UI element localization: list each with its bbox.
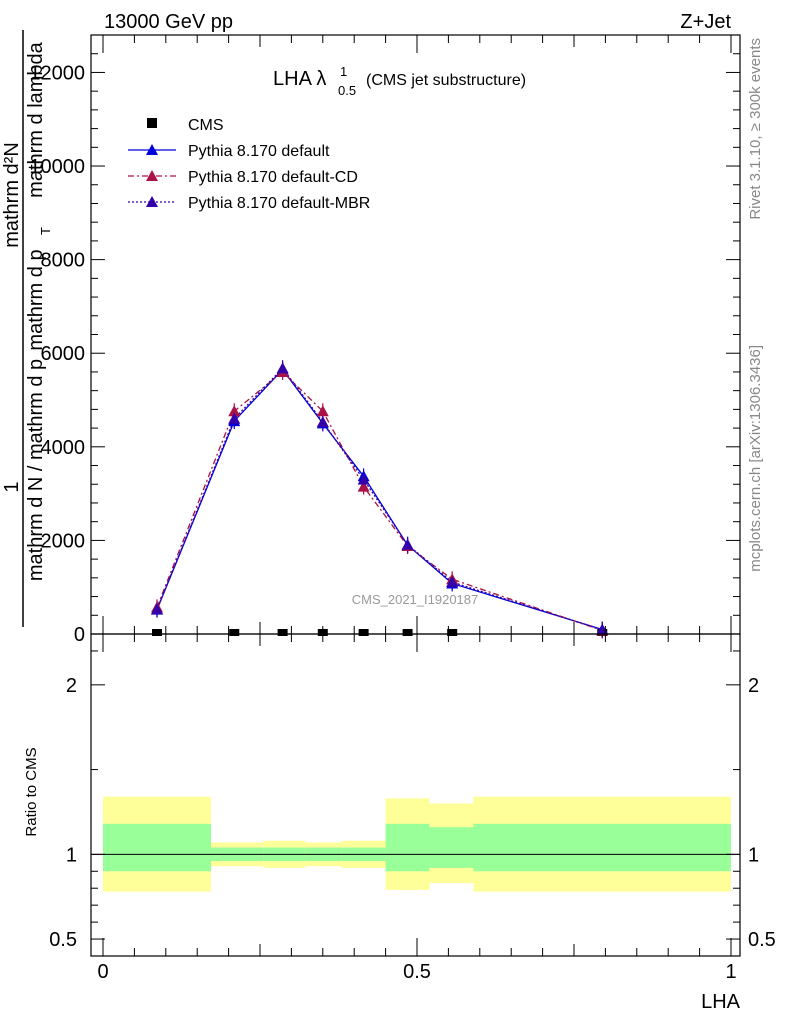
y-tick-label: 10000 [29, 156, 85, 178]
ratio-inner-band [429, 827, 474, 868]
main-x-ticks [102, 35, 732, 634]
series-marker-2 [357, 480, 370, 492]
ratio-bands [103, 796, 731, 892]
legend-entry-label: Pythia 8.170 default-MBR [188, 195, 370, 212]
y-axis-label: 1 mathrm d N / mathrm d p mathrm d²N mat… [1, 30, 53, 627]
legend-entry-label: Pythia 8.170 default [188, 143, 330, 160]
y-tick-label: 6000 [41, 343, 86, 365]
title-subscript: 0.5 [338, 83, 356, 98]
ratio-x-ticks: 0 0.5 1 [97, 634, 737, 983]
ylabel-dlambda: mathrm d lambda [25, 41, 47, 197]
plot-title: LHA λ 1 0.5 (CMS jet substructure) [273, 64, 526, 98]
ratio-inner-band [103, 823, 212, 872]
ratio-y-tick-label: 0.5 [49, 929, 77, 951]
legend: CMS Pythia 8.170 default Pythia 8.170 defa… [128, 117, 370, 212]
ylabel-d2n: mathrm d²N [1, 142, 23, 248]
ratio-y-ticks: 0.5 0.5 1 1 2 2 [49, 650, 776, 951]
title-suffix: (CMS jet substructure) [366, 72, 526, 89]
ratio-y-tick-label-right: 1 [748, 844, 759, 866]
series-line-1 [156, 368, 603, 631]
series-marker-3 [151, 603, 164, 615]
y-tick-label: 12000 [29, 62, 85, 84]
ylabel-subscript: T [38, 227, 53, 235]
x-tick-label: 0.5 [403, 961, 431, 983]
series-marker-2 [316, 405, 329, 417]
x-tick-label: 0 [97, 961, 108, 983]
cms-data-point [229, 629, 240, 636]
ratio-ylabel: Ratio to CMS [23, 747, 40, 836]
y-tick-label: 0 [74, 624, 85, 646]
cms-data-point [152, 629, 163, 636]
legend-marker [146, 170, 158, 181]
series-marker-3 [276, 362, 289, 374]
analysis-label: CMS_2021_I1920187 [352, 592, 479, 607]
x-axis-label: LHA [701, 991, 741, 1013]
series-marker-3 [401, 538, 414, 550]
cms-data-point [277, 629, 288, 636]
main-plot: 0 2000 4000 6000 8000 10000 12000 [29, 34, 741, 646]
cms-data-point [358, 629, 369, 636]
cms-data-point [402, 629, 413, 636]
ratio-y-tick-label: 2 [66, 675, 77, 697]
legend-entry-label: CMS [188, 117, 224, 134]
ratio-y-tick-label: 1 [66, 844, 77, 866]
ylabel-numerator: 1 [1, 481, 23, 492]
y-tick-label: 8000 [41, 250, 86, 272]
cms-data-point [447, 629, 458, 636]
ratio-plot: 0.5 0.51 12 2 0 0.5 1 [49, 633, 776, 983]
ratio-frame [90, 633, 741, 957]
legend-marker [147, 118, 157, 128]
series-marker-3 [228, 412, 241, 424]
legend-marker [146, 144, 158, 155]
header-right: Z+Jet [680, 11, 731, 33]
ylabel-dp: mathrm d p [25, 249, 47, 350]
legend-entry-label: Pythia 8.170 default-CD [188, 169, 358, 186]
title-superscript: 1 [340, 64, 347, 79]
title-main: LHA λ [273, 68, 326, 90]
series-marker-3 [316, 416, 329, 428]
main-series-markers [151, 362, 609, 636]
main-series-lines [156, 367, 603, 632]
legend-marker [146, 196, 158, 207]
ratio-inner-band [473, 823, 731, 872]
rivet-label: Rivet 3.1.10, ≥ 300k events [747, 38, 764, 220]
ylabel-denominator: mathrm d N / mathrm d p [25, 359, 47, 581]
series-line-3 [156, 367, 603, 631]
header-left: 13000 GeV pp [104, 11, 233, 33]
main-y-ticks: 0 2000 4000 6000 8000 10000 12000 [29, 34, 740, 646]
ratio-inner-band [385, 823, 430, 872]
series-marker-3 [446, 576, 459, 588]
series-marker-3 [357, 473, 370, 485]
ratio-y-tick-label-right: 2 [748, 675, 759, 697]
ratio-y-tick-label-right: 0.5 [748, 929, 776, 951]
y-tick-label: 4000 [41, 437, 86, 459]
x-tick-label: 1 [725, 961, 736, 983]
series-marker-2 [228, 405, 241, 417]
series-line-2 [156, 371, 603, 632]
mcplots-label: mcplots.cern.ch [arXiv:1306.3436] [747, 345, 764, 572]
y-tick-label: 2000 [41, 530, 86, 552]
